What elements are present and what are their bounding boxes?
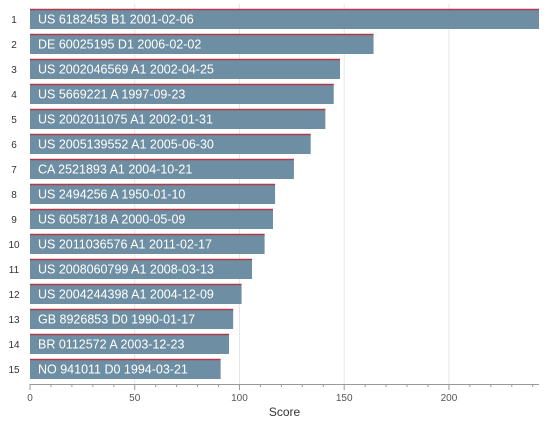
bar-label: NO 941011 D0 1994-03-21 bbox=[38, 363, 188, 377]
x-tick-label: 200 bbox=[441, 393, 458, 404]
rank-label: 14 bbox=[8, 340, 20, 351]
rank-label: 10 bbox=[8, 240, 20, 251]
bar-label: US 2011036576 A1 2011-02-17 bbox=[38, 238, 212, 252]
rank-label: 4 bbox=[11, 90, 17, 101]
bar-label: US 2005139552 A1 2005-06-30 bbox=[38, 138, 214, 152]
bar-label: US 6182453 B1 2001-02-06 bbox=[38, 13, 194, 27]
x-tick-label: 100 bbox=[231, 393, 248, 404]
bar-label: US 2004244398 A1 2004-12-09 bbox=[38, 288, 214, 302]
rank-label: 6 bbox=[11, 140, 17, 151]
bars-layer: 1 US 6182453 B1 2001-02-06 2 DE 60025195 D1… bbox=[8, 9, 539, 379]
rank-label: 2 bbox=[11, 40, 17, 51]
x-tick-label: 150 bbox=[336, 393, 353, 404]
x-axis: 0 50 100 150 200 bbox=[27, 384, 539, 404]
rank-label: 7 bbox=[11, 165, 17, 176]
rank-label: 15 bbox=[8, 365, 20, 376]
bar-label: US 2002011075 A1 2002-01-31 bbox=[38, 113, 213, 127]
rank-label: 9 bbox=[11, 215, 17, 226]
rank-label: 11 bbox=[9, 265, 20, 276]
bar-label: US 2002046569 A1 2002-04-25 bbox=[38, 63, 214, 77]
bar-label: CA 2521893 A1 2004-10-21 bbox=[38, 163, 192, 177]
rank-label: 1 bbox=[11, 15, 17, 26]
bar-label: BR 0112572 A 2003-12-23 bbox=[38, 338, 184, 352]
rank-label: 13 bbox=[8, 315, 20, 326]
x-axis-title: Score bbox=[269, 405, 301, 419]
rank-label: 5 bbox=[11, 115, 17, 126]
rank-label: 12 bbox=[8, 290, 20, 301]
bar-label: US 2008060799 A1 2008-03-13 bbox=[38, 263, 214, 277]
bar-label: DE 60025195 D1 2006-02-02 bbox=[38, 38, 201, 52]
bar-label: US 6058718 A 2000-05-09 bbox=[38, 213, 185, 227]
rank-label: 8 bbox=[11, 190, 17, 201]
rank-label: 3 bbox=[11, 65, 17, 76]
bar-label: US 2494256 A 1950-01-10 bbox=[38, 188, 185, 202]
bar-label: US 5669221 A 1997-09-23 bbox=[38, 88, 185, 102]
bar-label: GB 8926853 D0 1990-01-17 bbox=[38, 313, 195, 327]
x-tick-label: 0 bbox=[27, 393, 33, 404]
x-tick-label: 50 bbox=[129, 393, 141, 404]
